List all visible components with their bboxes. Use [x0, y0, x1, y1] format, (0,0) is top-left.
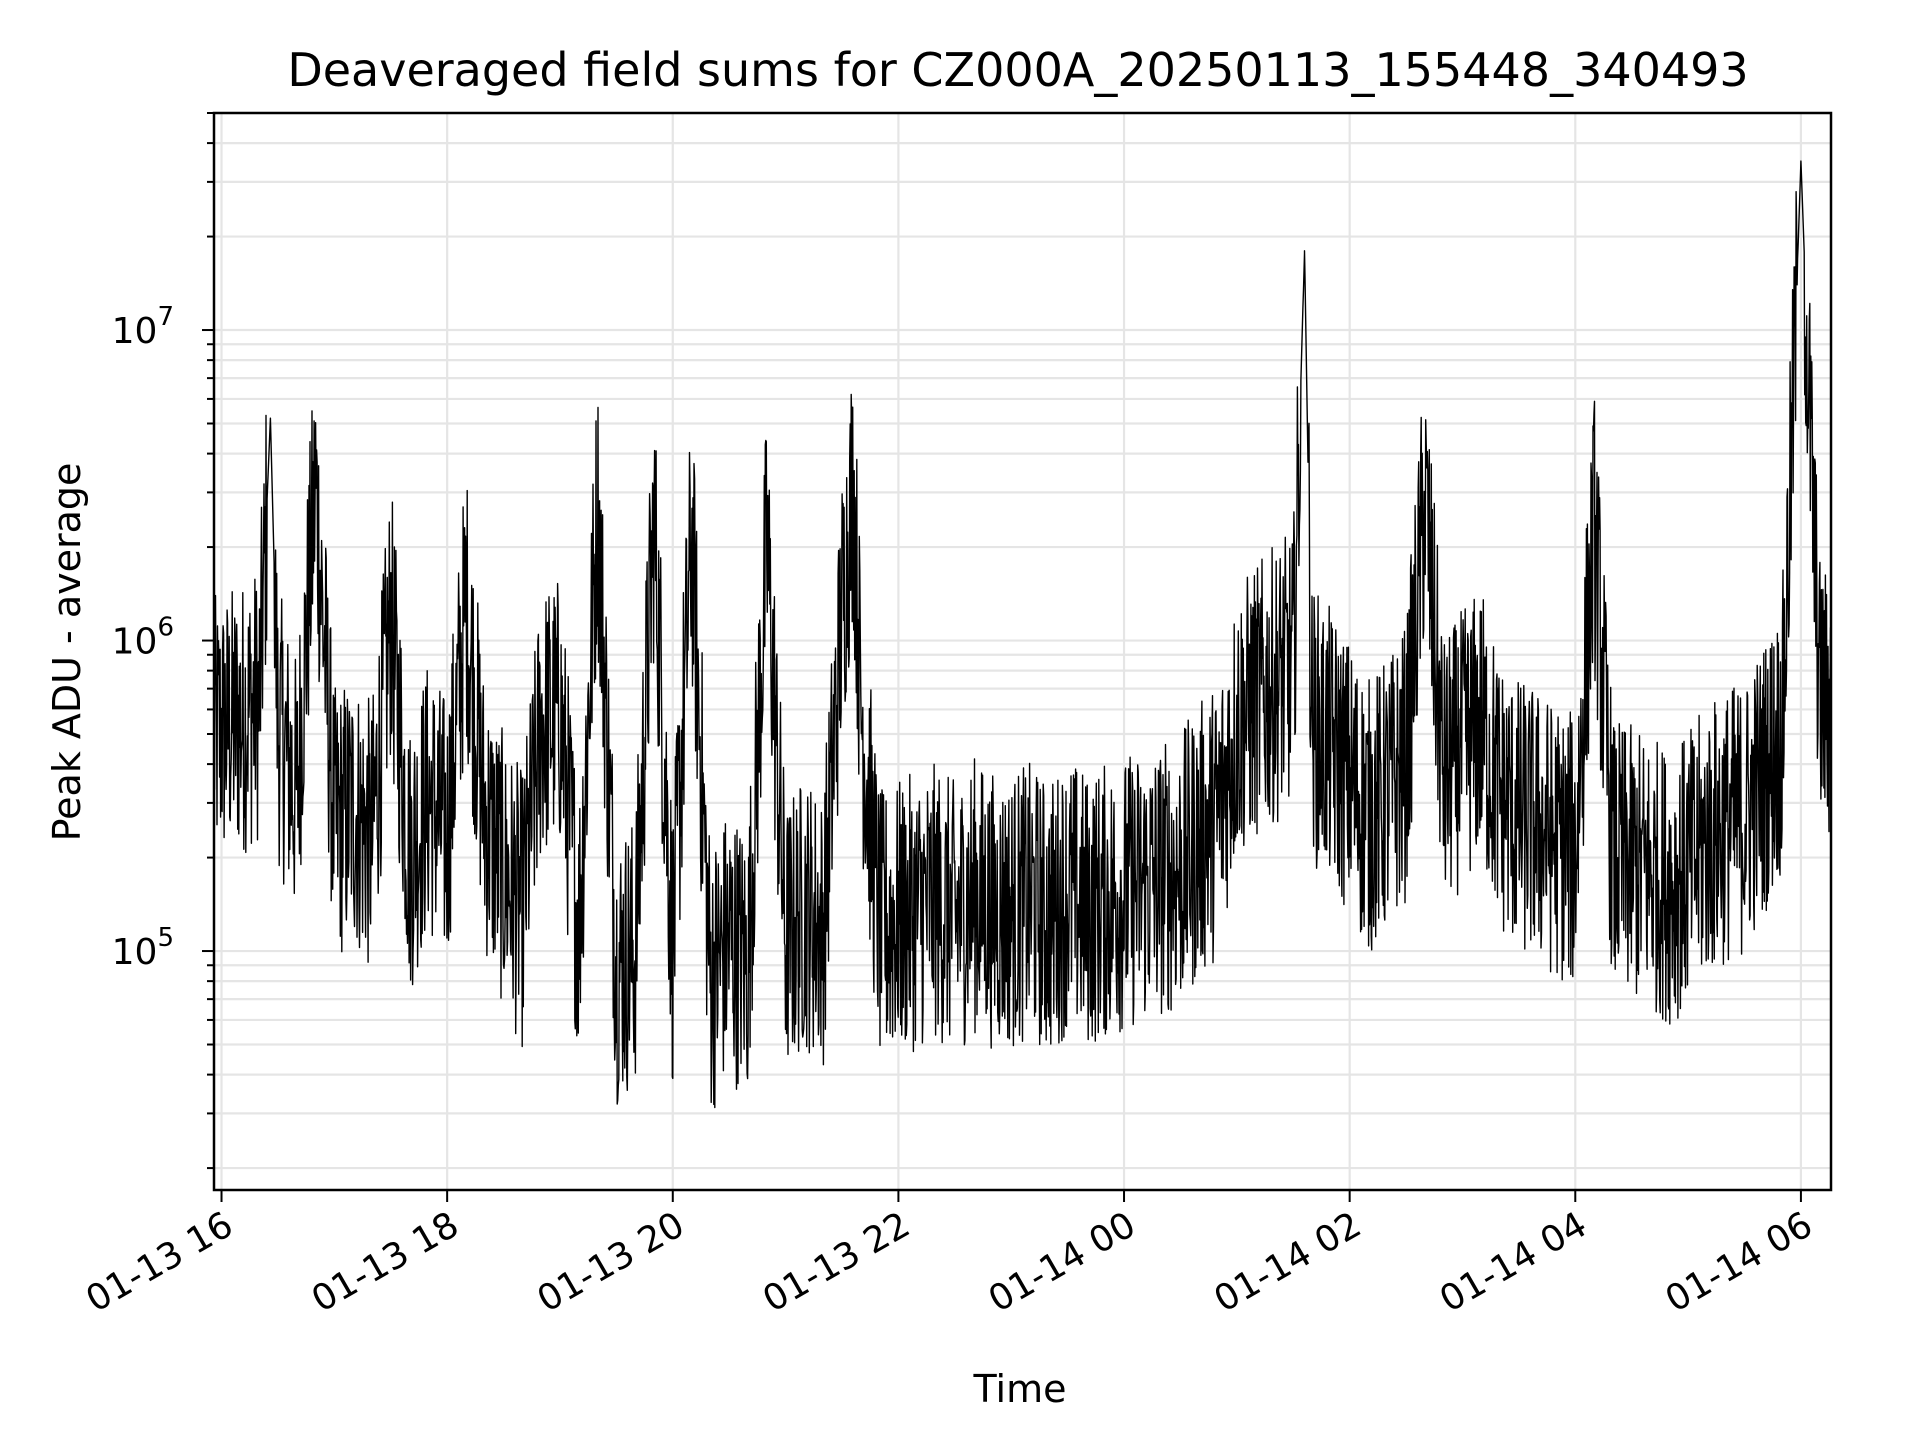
- y-tick-label: 107: [112, 302, 174, 352]
- x-tick-label: 01-13 18: [305, 1204, 466, 1320]
- x-tick-label: 01-13 20: [531, 1204, 692, 1320]
- x-tick-label: 01-14 06: [1659, 1204, 1820, 1320]
- y-tick-label: 106: [112, 613, 174, 663]
- x-tick-label: 01-14 00: [982, 1204, 1143, 1320]
- x-axis-ticks: 01-13 16 01-13 18 01-13 20 01-13 22 01-14 00…: [79, 1190, 1819, 1321]
- y-axis-label: Peak ADU - average: [45, 463, 89, 842]
- chart-title: Deaveraged field sums for CZ000A_2025011…: [287, 43, 1748, 97]
- x-tick-label: 01-14 02: [1207, 1204, 1368, 1320]
- y-axis-ticks: 105 106 107: [112, 112, 214, 1170]
- plot-frame: [212, 111, 1833, 1192]
- data-trace: [213, 160, 1832, 1109]
- x-tick-label: 01-13 16: [79, 1204, 240, 1320]
- x-axis-label: Time: [973, 1367, 1067, 1411]
- y-tick-label: 105: [112, 923, 174, 973]
- x-tick-label: 01-13 22: [756, 1204, 917, 1320]
- series-line: [213, 160, 1832, 1109]
- x-tick-label: 01-14 04: [1433, 1204, 1594, 1320]
